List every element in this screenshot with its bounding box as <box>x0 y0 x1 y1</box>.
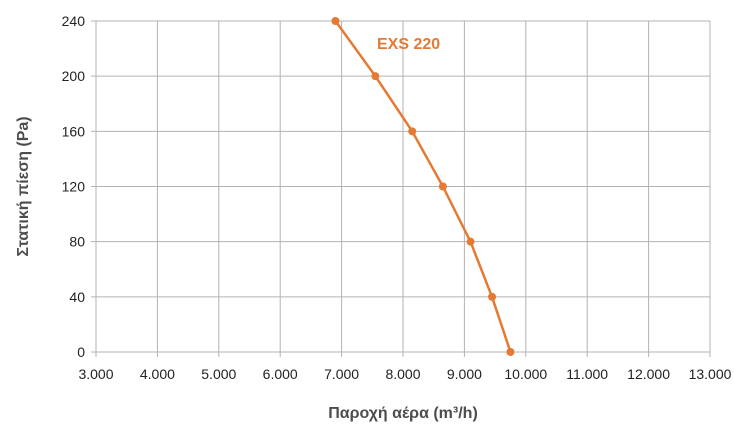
x-tick-label: 9.000 <box>447 366 482 382</box>
x-tick-label: 4.000 <box>140 366 175 382</box>
data-point <box>506 348 515 356</box>
data-point <box>466 237 475 246</box>
series-layer: EXS 220 <box>331 17 515 356</box>
y-axis-title: Στατική πίεση (Pa) <box>15 116 32 256</box>
x-tick-label: 6.000 <box>263 366 298 382</box>
y-tick-label: 120 <box>62 179 86 195</box>
x-tick-label: 10.000 <box>504 366 547 382</box>
x-tick-label: 7.000 <box>324 366 359 382</box>
y-tick-label: 160 <box>62 123 86 139</box>
data-point <box>408 127 417 136</box>
grid <box>91 20 711 357</box>
x-axis-title: Παροχή αέρα (m³/h) <box>328 405 478 422</box>
x-tick-label: 13.000 <box>689 366 732 382</box>
y-tick-label: 0 <box>77 344 85 360</box>
y-tick-labels: 0 40 80 120 160 200 240 <box>62 13 86 360</box>
x-tick-labels: 3.000 4.000 5.000 6.000 7.000 8.000 9.000 10.00… <box>78 366 731 382</box>
data-point <box>438 182 447 191</box>
x-tick-label: 8.000 <box>385 366 420 382</box>
data-point <box>488 292 497 301</box>
y-tick-label: 240 <box>62 13 86 29</box>
data-point <box>371 72 380 81</box>
y-tick-label: 200 <box>62 68 86 84</box>
x-tick-label: 5.000 <box>201 366 236 382</box>
x-tick-label: 3.000 <box>78 366 113 382</box>
y-tick-label: 80 <box>69 234 85 250</box>
data-point <box>331 17 340 25</box>
series-label: EXS 220 <box>377 36 440 53</box>
x-tick-label: 11.000 <box>566 366 608 382</box>
x-tick-label: 12.000 <box>627 366 670 382</box>
y-tick-label: 40 <box>69 289 85 305</box>
